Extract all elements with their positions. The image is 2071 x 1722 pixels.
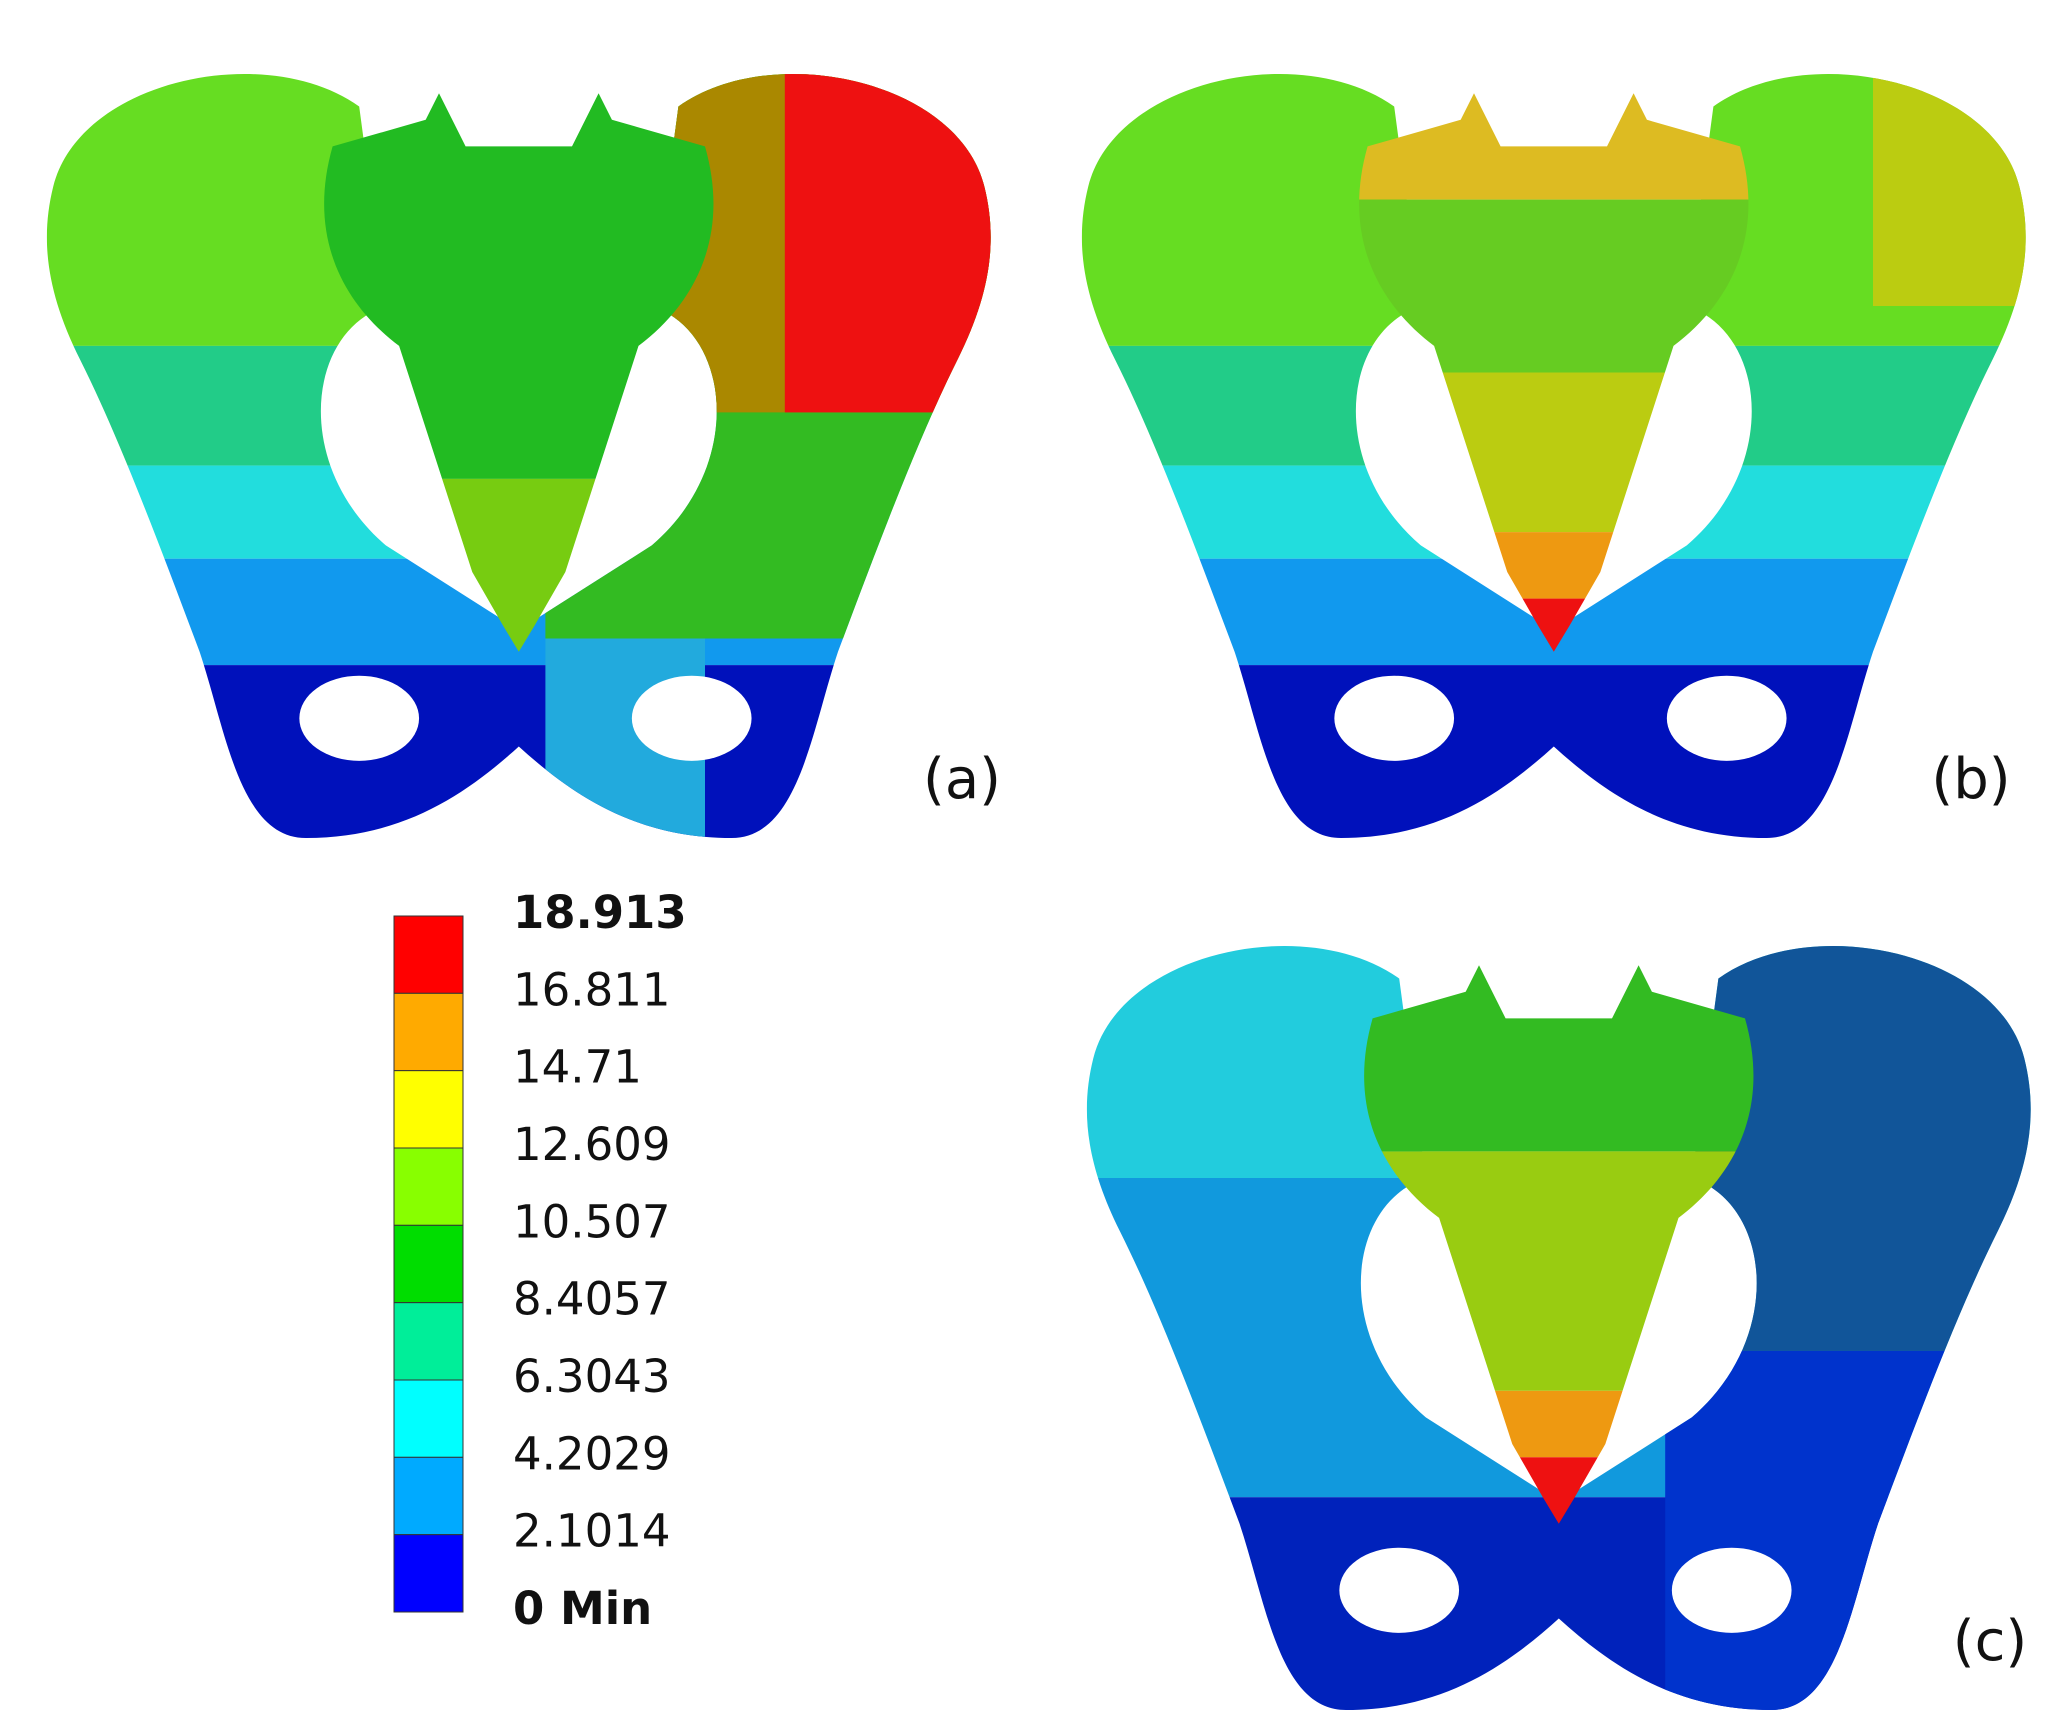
legend-label: 4.2029 [513,1427,670,1480]
legend-swatch [393,1456,464,1536]
pelvis-b [1081,73,2026,839]
legend-swatch [393,1534,464,1613]
pelvis-c [1086,945,2031,1711]
legend-label: 18.913 [513,886,687,939]
legend-swatch [393,1379,464,1458]
legend-swatch [393,1224,464,1304]
legend-swatch [393,992,464,1072]
legend-label: 14.71 [513,1041,642,1094]
legend-label: 2.1014 [513,1505,670,1558]
legend-label: 8.4057 [513,1273,670,1326]
legend-swatch [393,1302,464,1381]
legend-swatch [393,915,464,994]
legend-label: 0 Min [513,1582,652,1635]
legend: 18.913 16.811 14.71 12.609 10.507 8.4057 6.304… [393,886,687,1635]
legend-label: 12.609 [513,1118,670,1171]
legend-swatch [393,1147,464,1226]
legend-label: 16.811 [513,963,670,1016]
panel-label: (b) [1931,747,2010,812]
legend-swatch [393,1070,464,1149]
legend-label: 10.507 [513,1195,670,1248]
panel-label: (a) [923,747,1001,812]
panel-label: (c) [1953,1609,2027,1674]
legend-label: 6.3043 [513,1350,670,1403]
pelvis-a [46,73,991,839]
